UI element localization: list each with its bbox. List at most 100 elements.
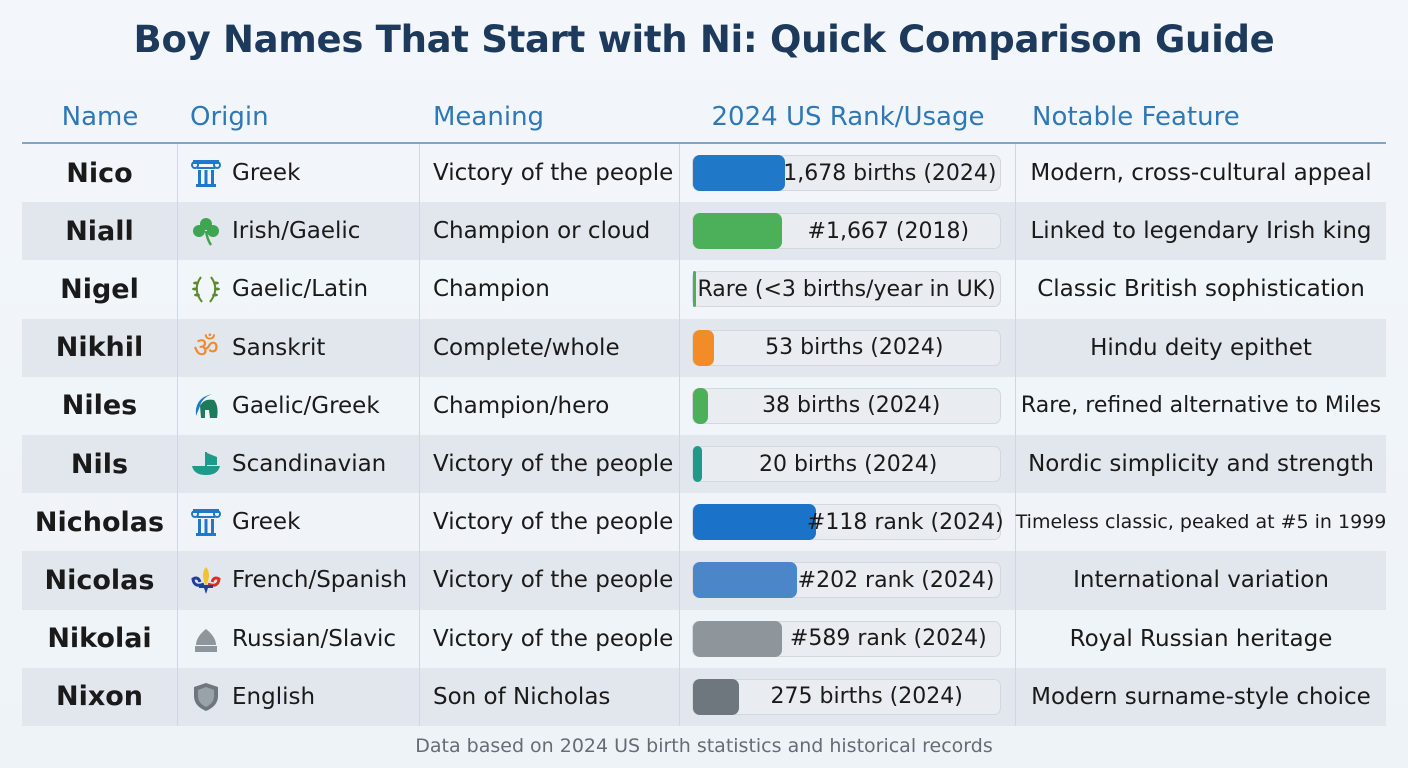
meaning-cell: Victory of the people	[420, 493, 680, 552]
origin-label: French/Spanish	[232, 567, 408, 594]
origin-label: Gaelic/Greek	[232, 392, 380, 419]
page-title: Boy Names That Start with Ni: Quick Comp…	[133, 18, 1275, 61]
usage-bar-fill	[693, 504, 816, 541]
usage-cell: #1,667 (2018)	[680, 202, 1016, 261]
viking-ship-icon	[188, 446, 224, 482]
header-origin: Origin	[190, 102, 269, 132]
origin-cell: Greek	[178, 144, 420, 203]
header-name: Name	[61, 102, 139, 132]
usage-bar-fill	[693, 213, 783, 250]
origin-cell: ॐ Sanskrit	[178, 318, 420, 377]
usage-bar-fill	[693, 155, 786, 192]
usage-label: 1,678 births (2024)	[783, 160, 997, 186]
table-row: Nikolai Russian/Slavic Victory of the pe…	[22, 609, 1386, 668]
usage-bar-track: 20 births (2024)	[692, 446, 1001, 483]
name-cell: Nikhil	[22, 318, 178, 377]
usage-bar-track: #589 rank (2024)	[692, 620, 1001, 657]
usage-bar-fill	[693, 562, 798, 599]
usage-bar-track: Rare (<3 births/year in UK)	[692, 271, 1001, 308]
name-cell: Niles	[22, 376, 178, 435]
usage-bar-fill	[693, 271, 697, 308]
table-row: Niall Irish/Gaelic Champion or cloud #1,…	[22, 202, 1386, 261]
origin-cell: Scandinavian	[178, 434, 420, 494]
usage-label: #118 rank (2024)	[806, 509, 1004, 535]
origin-label: Greek	[232, 160, 301, 187]
table-row: Nico Greek Victory of the people 1,678 b…	[22, 144, 1386, 203]
meaning-cell: Son of Nicholas	[420, 667, 680, 726]
usage-bar-fill	[693, 678, 740, 715]
greek-column-icon	[188, 155, 224, 191]
usage-bar-track: #202 rank (2024)	[692, 562, 1001, 599]
feature-cell: Modern, cross-cultural appeal	[1030, 160, 1372, 187]
origin-cell: Irish/Gaelic	[178, 202, 420, 261]
greek-column-icon	[188, 504, 224, 540]
footnote: Data based on 2024 US birth statistics a…	[415, 735, 993, 757]
header-feature: Notable Feature	[1032, 102, 1240, 132]
table-header: Name Origin Meaning 2024 US Rank/Usage N…	[22, 92, 1386, 144]
feature-cell: Classic British sophistication	[1037, 276, 1365, 303]
om-icon: ॐ	[193, 330, 219, 364]
usage-cell: 38 births (2024)	[680, 376, 1016, 435]
table-row: Nicholas Greek Victory of the people #11…	[22, 493, 1386, 552]
usage-bar-fill	[693, 446, 703, 483]
table-row: Nikhil ॐ Sanskrit Complete/whole 53 birt…	[22, 318, 1386, 377]
origin-cell: English	[178, 667, 420, 726]
usage-bar-track: 53 births (2024)	[692, 329, 1001, 366]
usage-cell: #202 rank (2024)	[680, 551, 1016, 610]
origin-label: Sanskrit	[232, 334, 326, 361]
usage-cell: #589 rank (2024)	[680, 609, 1016, 668]
usage-bar-track: #1,667 (2018)	[692, 213, 1001, 250]
name-cell: Nikolai	[22, 609, 178, 668]
usage-bar-track: 1,678 births (2024)	[692, 155, 1001, 192]
usage-label: #202 rank (2024)	[797, 567, 995, 593]
feature-cell: Linked to legendary Irish king	[1030, 218, 1372, 245]
usage-label: #1,667 (2018)	[807, 218, 970, 244]
name-cell: Nixon	[22, 667, 178, 726]
origin-label: Russian/Slavic	[232, 625, 397, 652]
origin-cell: Gaelic/Latin	[178, 260, 420, 319]
table-row: Niles Gaelic/Greek Champion/hero 38 birt…	[22, 376, 1386, 435]
origin-cell: French/Spanish	[178, 551, 420, 610]
usage-bar-fill	[693, 387, 709, 424]
meaning-cell: Complete/whole	[420, 318, 680, 377]
meaning-cell: Victory of the people	[420, 609, 680, 668]
origin-label: English	[232, 683, 316, 710]
usage-bar-track: 275 births (2024)	[692, 678, 1001, 715]
meaning-cell: Champion	[420, 260, 680, 319]
shield-icon	[188, 679, 224, 715]
usage-label: Rare (<3 births/year in UK)	[697, 276, 996, 302]
name-cell: Nico	[22, 144, 178, 203]
meaning-cell: Champion or cloud	[420, 202, 680, 261]
meaning-cell: Victory of the people	[420, 434, 680, 494]
usage-label: 53 births (2024)	[765, 335, 944, 361]
usage-cell: 20 births (2024)	[680, 434, 1016, 494]
usage-cell: Rare (<3 births/year in UK)	[680, 260, 1016, 319]
name-cell: Nigel	[22, 260, 178, 319]
origin-label: Scandinavian	[232, 451, 387, 478]
usage-label: 275 births (2024)	[770, 684, 963, 710]
origin-label: Gaelic/Latin	[232, 276, 369, 303]
usage-bar-fill	[693, 329, 715, 366]
name-cell: Niall	[22, 202, 178, 261]
feature-cell: International variation	[1073, 567, 1329, 594]
origin-label: Greek	[232, 509, 301, 536]
feature-cell: Royal Russian heritage	[1069, 625, 1333, 652]
usage-bar-track: #118 rank (2024)	[692, 504, 1004, 541]
origin-label: Irish/Gaelic	[232, 218, 361, 245]
name-cell: Nicolas	[22, 551, 178, 610]
usage-cell: 1,678 births (2024)	[680, 144, 1016, 203]
fleur-de-lis-icon	[188, 562, 224, 598]
usage-label: #589 rank (2024)	[789, 626, 987, 652]
usage-cell: #118 rank (2024)	[680, 493, 1016, 552]
meaning-cell: Champion/hero	[420, 376, 680, 435]
spartan-helmet-icon	[188, 388, 224, 424]
feature-cell: Rare, refined alternative to Miles	[1020, 393, 1382, 419]
origin-cell: Russian/Slavic	[178, 609, 420, 668]
name-cell: Nicholas	[22, 493, 178, 552]
usage-cell: 53 births (2024)	[680, 318, 1016, 377]
table-row: Nicolas French/Spanish Victory of the pe…	[22, 551, 1386, 610]
meaning-cell: Victory of the people	[420, 144, 680, 203]
header-usage: 2024 US Rank/Usage	[711, 102, 985, 132]
usage-bar-track: 38 births (2024)	[692, 387, 1001, 424]
usage-label: 38 births (2024)	[762, 393, 941, 419]
